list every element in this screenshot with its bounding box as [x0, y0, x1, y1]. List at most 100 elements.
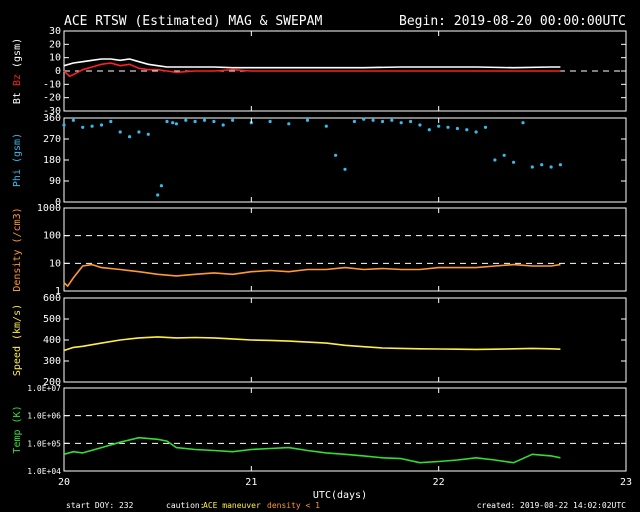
panel-temp: 1.0E+07 1.0E+06 1.0E+05 1.0E+04 Temp (K) — [12, 384, 627, 476]
ylabel-part: (gsm) — [12, 38, 23, 74]
panel-mag: 30 20 10 0 -10 -20 -30 Bt Bz (gsm) — [12, 26, 627, 117]
series-density-line — [63, 263, 561, 287]
y-tick-label: 400 — [43, 335, 61, 346]
data-point — [390, 118, 394, 122]
panel-mag-ylabel: Bt Bz (gsm) — [12, 38, 23, 104]
y-tick-label: 1 — [55, 286, 61, 297]
ylabel-part: Phi (gsm) — [12, 133, 23, 187]
data-point — [324, 124, 328, 128]
y-tick-label: -10 — [43, 79, 61, 90]
y-tick-label: 100 — [43, 231, 61, 242]
data-point — [165, 119, 169, 124]
ylabel-part: Bt — [12, 92, 23, 104]
data-point — [99, 123, 104, 127]
panel-density-frame — [63, 207, 627, 292]
ylabel-part: Density (/cm3) — [12, 207, 23, 291]
data-point — [90, 124, 94, 128]
panel-speed: 600 500 400 300 200 Speed (km/s) — [12, 293, 627, 388]
data-point — [530, 165, 534, 169]
data-point — [334, 153, 338, 157]
begin-time: Begin: 2019-08-20 00:00:00UTC — [399, 14, 626, 29]
y-tick-label: 1.0E+07 — [27, 384, 61, 393]
panel-temp-ylabel: Temp (K) — [12, 405, 23, 453]
data-point — [193, 119, 197, 124]
y-tick-label: 0 — [55, 197, 61, 208]
series-bz-line — [63, 62, 561, 78]
data-point — [221, 123, 225, 127]
data-point — [511, 160, 516, 164]
maneuver-note: ACE maneuver — [203, 501, 261, 510]
data-point — [352, 119, 356, 124]
x-tick-label: 23 — [620, 477, 632, 488]
data-point — [558, 163, 563, 167]
series-temp-line — [63, 436, 561, 464]
data-point — [156, 193, 160, 197]
data-point — [455, 126, 459, 131]
x-axis: 20 21 22 23 — [58, 31, 632, 488]
y-tick-label: -30 — [43, 106, 61, 117]
figure-title: ACE RTSW (Estimated) MAG & SWEPAM — [64, 14, 322, 29]
panel-phi-ylabel: Phi (gsm) — [12, 133, 23, 187]
data-point — [399, 121, 403, 125]
panel-phi: 360 270 180 90 0 Phi (gsm) — [12, 113, 627, 208]
panel-phi-frame — [63, 117, 627, 203]
data-point — [268, 119, 272, 124]
y-tick-label: 180 — [43, 155, 61, 166]
y-tick-label: 20 — [49, 39, 61, 50]
data-point — [159, 184, 163, 188]
y-tick-label: 500 — [43, 314, 61, 325]
ylabel-part: Speed (km/s) — [12, 304, 23, 376]
x-tick-label: 21 — [245, 477, 257, 488]
data-point — [521, 121, 525, 125]
data-point — [437, 124, 441, 128]
y-tick-label: 30 — [49, 26, 61, 37]
y-tick-label: 1.0E+04 — [27, 467, 61, 476]
y-tick-label: 90 — [49, 176, 61, 187]
data-point — [146, 132, 150, 136]
y-tick-label: -20 — [43, 93, 61, 104]
data-point — [474, 130, 478, 134]
x-axis-label: UTC(days) — [313, 490, 367, 501]
panel-density: 1000 100 10 1 Density (/cm3) — [12, 203, 627, 297]
y-tick-label: 200 — [43, 377, 61, 388]
data-point — [171, 121, 175, 125]
series-bt-line — [63, 58, 561, 69]
y-tick-label: 600 — [43, 293, 61, 304]
density-note: density < 1 — [267, 501, 320, 510]
data-point — [427, 128, 431, 132]
data-point — [128, 135, 132, 139]
data-point — [287, 122, 291, 126]
panel-speed-frame — [63, 297, 627, 383]
data-point — [231, 118, 235, 122]
y-tick-label: 300 — [43, 356, 61, 367]
y-tick-label: 1.0E+05 — [27, 439, 61, 448]
data-point — [137, 130, 141, 134]
series-phi-points — [62, 117, 563, 197]
panel-speed-ylabel: Speed (km/s) — [12, 304, 23, 376]
data-point — [174, 122, 178, 126]
data-point — [465, 128, 469, 132]
panel-temp-frame — [63, 387, 627, 472]
data-point — [109, 119, 113, 124]
data-point — [493, 158, 497, 162]
data-point — [418, 123, 422, 127]
data-point — [184, 118, 188, 122]
panel-density-ylabel: Density (/cm3) — [12, 207, 23, 291]
data-point — [549, 165, 553, 169]
data-point — [62, 123, 66, 127]
ylabel-part: Temp (K) — [12, 405, 23, 453]
y-tick-label: 0 — [55, 66, 61, 77]
data-point — [371, 118, 375, 122]
y-tick-label: 1.0E+06 — [27, 412, 61, 421]
series-speed-line — [63, 336, 561, 352]
data-point — [343, 167, 347, 171]
data-point — [305, 118, 310, 122]
y-tick-label: 10 — [49, 258, 61, 269]
y-tick-label: 1000 — [37, 203, 61, 214]
data-point — [380, 119, 385, 124]
x-tick-label: 22 — [433, 477, 445, 488]
ylabel-part: Bz — [12, 74, 23, 86]
data-point — [212, 119, 216, 124]
